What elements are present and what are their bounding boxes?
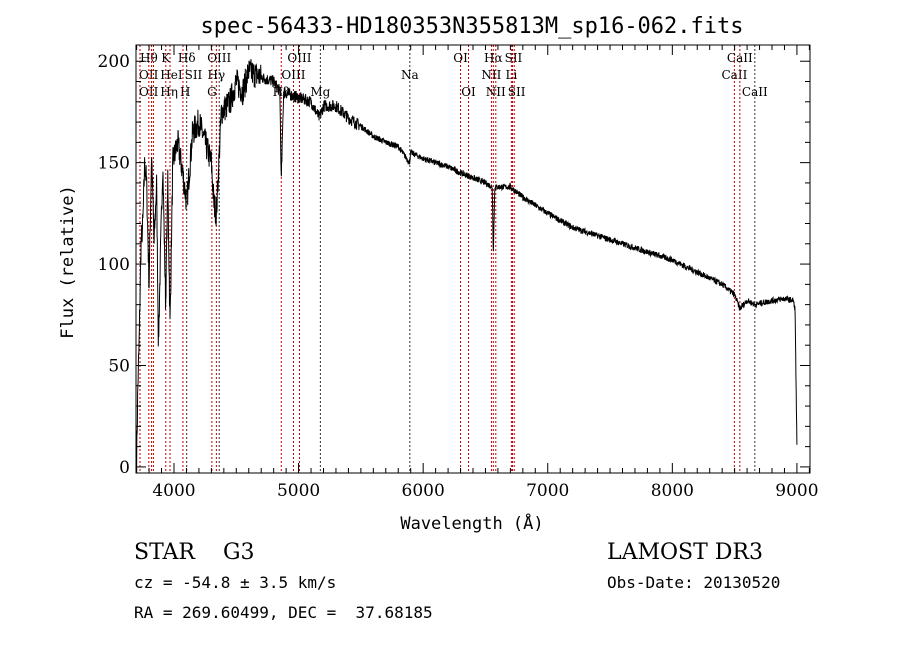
line-label: CaII xyxy=(727,51,753,65)
obs-date-text: Obs-Date: 20130520 xyxy=(607,573,781,592)
line-label: OIII xyxy=(287,51,311,65)
line-label: HeI xyxy=(160,68,183,82)
line-label: OI xyxy=(461,85,476,99)
x-axis-label: Wavelength (Å) xyxy=(400,512,543,534)
line-label: OI xyxy=(453,51,468,65)
y-tick-label: 0 xyxy=(119,458,130,478)
y-tick-label: 100 xyxy=(98,255,130,275)
line-label: Li xyxy=(506,68,518,82)
x-tick-label: 9000 xyxy=(775,481,818,501)
line-label: H xyxy=(180,85,190,99)
line-label: NII xyxy=(486,85,506,99)
x-tick-label: 7000 xyxy=(526,481,569,501)
line-label: CaII xyxy=(722,68,748,82)
line-label: SII xyxy=(505,51,523,65)
coordinates-text: RA = 269.60499, DEC = 37.68185 xyxy=(134,603,433,622)
line-label: Hδ xyxy=(178,51,196,65)
x-tick-label: 4000 xyxy=(152,481,195,501)
plot-frame xyxy=(135,44,811,474)
line-label: G xyxy=(207,85,217,99)
line-label: SII xyxy=(508,85,526,99)
y-axis-label: Flux (relative) xyxy=(58,185,78,339)
y-tick-label: 200 xyxy=(98,52,130,72)
line-label: Hη xyxy=(160,85,178,99)
survey-label: LAMOST DR3 xyxy=(607,540,763,565)
line-label: NII xyxy=(481,68,501,82)
spectrum-line xyxy=(136,59,798,472)
line-label: K xyxy=(161,51,171,65)
line-label: Mg xyxy=(310,85,330,99)
chart-title: spec-56433-HD180353N355813M_sp16-062.fit… xyxy=(200,14,743,39)
line-label: CaII xyxy=(742,85,768,99)
redshift-text: cz = -54.8 ± 3.5 km/s xyxy=(134,573,337,592)
line-markers: OIIOIIHθHeIHηKHSIIHδGHγOIIIHβOIIIOIIIMgN… xyxy=(139,45,768,473)
spectrum-series xyxy=(136,59,798,472)
line-label: OIII xyxy=(281,68,305,82)
x-tick-label: 6000 xyxy=(402,481,445,501)
line-label: Hα xyxy=(484,51,503,65)
line-label: Hθ xyxy=(140,51,158,65)
line-label: OIII xyxy=(207,51,231,65)
y-tick-label: 150 xyxy=(98,154,130,174)
line-label: SII xyxy=(185,68,203,82)
line-label: OII xyxy=(139,85,159,99)
line-label: Hγ xyxy=(208,68,226,82)
y-tick-label: 50 xyxy=(108,356,130,376)
line-label: Na xyxy=(401,68,419,82)
x-tick-label: 8000 xyxy=(651,481,694,501)
x-tick-label: 5000 xyxy=(277,481,320,501)
axis-ticks: 4000 5000 6000 7000 8000 9000 0 50 100 150 200 xyxy=(98,45,819,501)
object-class: STAR G3 xyxy=(134,540,255,565)
